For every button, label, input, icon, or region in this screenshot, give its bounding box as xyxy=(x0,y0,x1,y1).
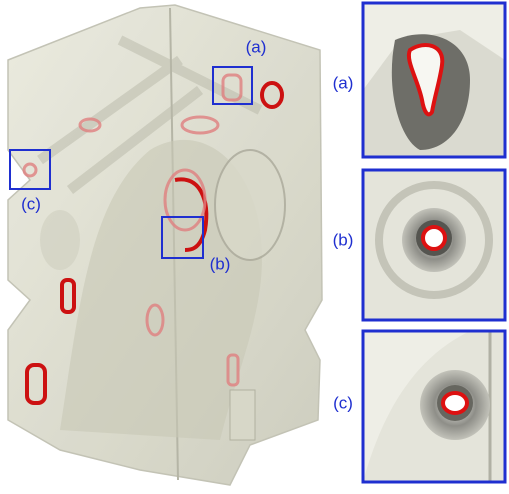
figure: (a) (b) (c) (a) (b) (c) xyxy=(0,0,509,489)
callout-label: (c) xyxy=(21,194,41,213)
inset xyxy=(363,170,505,320)
callout-label: (b) xyxy=(210,254,231,273)
inset-label: (b) xyxy=(333,230,354,249)
inset xyxy=(363,331,505,482)
callout-label: (a) xyxy=(246,37,267,56)
inset-label: (a) xyxy=(333,73,354,92)
inset xyxy=(363,3,505,157)
main-render xyxy=(8,5,322,485)
inset-label: (c) xyxy=(333,393,353,412)
